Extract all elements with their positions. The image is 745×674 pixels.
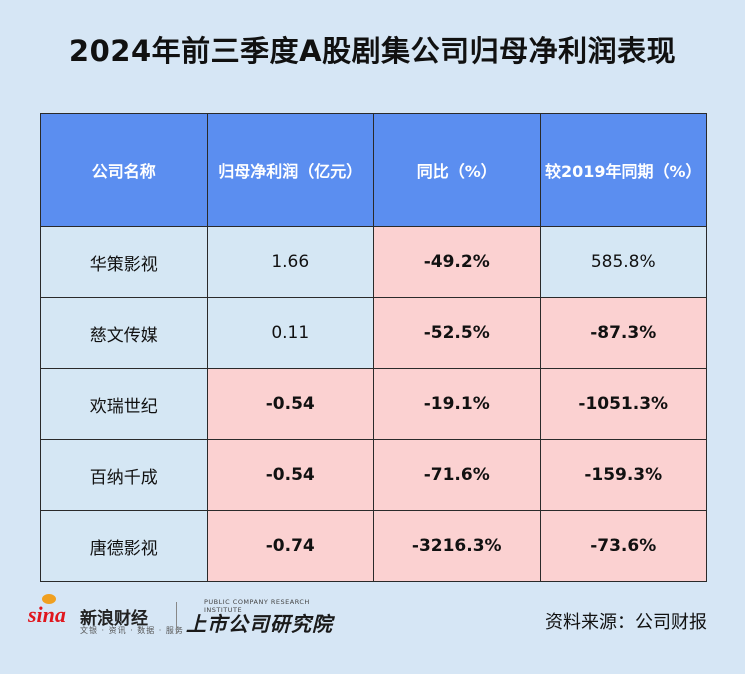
sina-logo: sina [28, 602, 66, 627]
table-row: 欢瑞世纪 -0.54 -19.1% -1051.3% [40, 368, 707, 440]
sina-tagline: 文银 · 资讯 · 数据 · 服务 [80, 626, 184, 635]
company-name: 唐德影视 [40, 510, 208, 582]
company-name: 华策影视 [40, 226, 208, 298]
profit-cell: 0.11 [206, 297, 374, 369]
vs2019-cell: 585.8% [539, 226, 707, 298]
logo-divider [176, 602, 177, 634]
header-profit: 归母净利润（亿元） [206, 113, 374, 227]
yoy-cell: -49.2% [373, 226, 541, 298]
institute-tagline: PUBLIC COMPANY RESEARCH INSTITUTE [204, 598, 310, 614]
yoy-cell: -19.1% [373, 368, 541, 440]
profit-cell: -0.54 [206, 439, 374, 511]
company-name: 慈文传媒 [40, 297, 208, 369]
sina-finance-name: 新浪财经 [80, 609, 148, 629]
table-row: 慈文传媒 0.11 -52.5% -87.3% [40, 297, 707, 369]
profit-cell: -0.74 [206, 510, 374, 582]
vs2019-cell: -1051.3% [539, 368, 707, 440]
table-row: 百纳千成 -0.54 -71.6% -159.3% [40, 439, 707, 511]
page-title: 2024年前三季度A股剧集公司归母净利润表现 [68, 34, 677, 68]
data-source: 资料来源：公司财报 [545, 612, 707, 633]
institute-logo: 上市公司研究院 [186, 612, 333, 636]
header-company: 公司名称 [40, 113, 208, 227]
table-row: 华策影视 1.66 -49.2% 585.8% [40, 226, 707, 298]
header-vs2019: 较2019年同期（%） [539, 113, 707, 227]
vs2019-cell: -73.6% [539, 510, 707, 582]
sina-eye-icon [42, 594, 56, 604]
vs2019-cell: -87.3% [539, 297, 707, 369]
profit-cell: -0.54 [206, 368, 374, 440]
profit-cell: 1.66 [206, 226, 374, 298]
table-header-row: 公司名称 归母净利润（亿元） 同比（%） 较2019年同期（%） [40, 113, 707, 227]
yoy-cell: -71.6% [373, 439, 541, 511]
header-yoy: 同比（%） [373, 113, 541, 227]
company-name: 欢瑞世纪 [40, 368, 208, 440]
footer-logos: sina 新浪财经 文银 · 资讯 · 数据 · 服务 PUBLIC COMPA… [28, 594, 348, 638]
company-name: 百纳千成 [40, 439, 208, 511]
profit-table: 公司名称 归母净利润（亿元） 同比（%） 较2019年同期（%） 华策影视 1.… [40, 113, 707, 582]
table-row: 唐德影视 -0.74 -3216.3% -73.6% [40, 510, 707, 582]
vs2019-cell: -159.3% [539, 439, 707, 511]
yoy-cell: -3216.3% [373, 510, 541, 582]
yoy-cell: -52.5% [373, 297, 541, 369]
